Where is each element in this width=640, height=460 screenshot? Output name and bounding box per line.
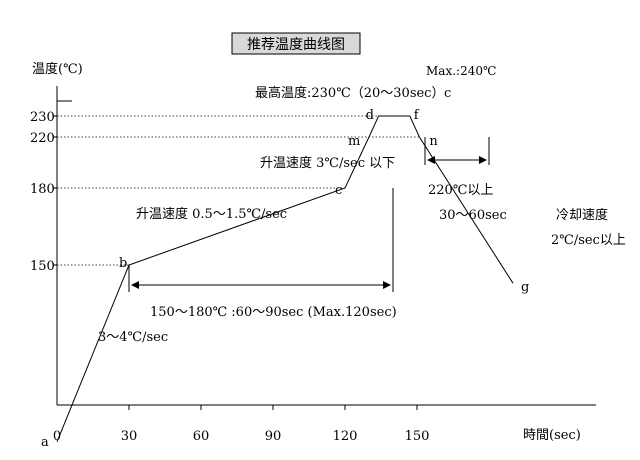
above-220-arrow <box>424 137 490 165</box>
y-tick-label: 230 <box>30 110 55 125</box>
point-label-g: g <box>521 280 529 295</box>
y-axis-label: 温度(℃) <box>32 61 83 77</box>
chart-title-box <box>231 32 361 55</box>
preheat-window-arrow <box>128 188 394 292</box>
peak-point-label: c <box>444 86 451 101</box>
x-tick-label: 0 <box>53 429 61 444</box>
point-labels: a b c md fn g <box>41 108 529 450</box>
profile-curve <box>56 115 514 442</box>
point-label-b: b <box>119 256 127 271</box>
x-tick-label: 90 <box>265 429 282 444</box>
point-label-m: m <box>348 134 360 149</box>
preheat-rate-annotation: 升温速度 0.5～1.5℃/sec <box>136 206 287 222</box>
point-label-n: n <box>429 134 438 149</box>
point-label-c: c <box>335 183 342 198</box>
x-tick-label: 150 <box>405 429 430 444</box>
peak-temp-annotation: 最高温度:230℃（20～30sec） <box>255 85 444 101</box>
cooling-label: 冷却速度 <box>556 207 608 223</box>
reference-lines <box>57 115 420 266</box>
y-tick-label: 180 <box>30 182 55 197</box>
x-tick-label: 60 <box>193 429 210 444</box>
y-ticks: 150 180 220 230 <box>30 110 57 274</box>
x-axis-label: 時間(sec) <box>523 428 581 443</box>
point-label-a: a <box>41 435 49 450</box>
point-label-f: f <box>414 108 420 123</box>
max-temp-annotation: Max.:240℃ <box>426 64 496 78</box>
chart-title: 推荐温度曲线图 <box>247 37 345 53</box>
x-tick-label: 120 <box>333 429 358 444</box>
initial-rate-annotation: 3～4℃/sec <box>98 330 168 345</box>
preheat-window-annotation: 150～180℃ :60～90sec (Max.120sec) <box>150 305 397 320</box>
y-tick-label: 150 <box>30 259 55 274</box>
x-ticks: 0 30 60 90 120 150 <box>53 405 430 444</box>
point-label-d: d <box>366 108 374 123</box>
above-220-label: 220℃以上 <box>428 183 493 198</box>
cooling-rate: 2℃/sec以上 <box>551 233 626 248</box>
above-220-time: 30～60sec <box>439 208 507 223</box>
y-tick-label: 220 <box>30 131 55 146</box>
ramp-up-annotation: 升温速度 3℃/sec 以下 <box>260 155 395 171</box>
x-tick-label: 30 <box>121 429 138 444</box>
